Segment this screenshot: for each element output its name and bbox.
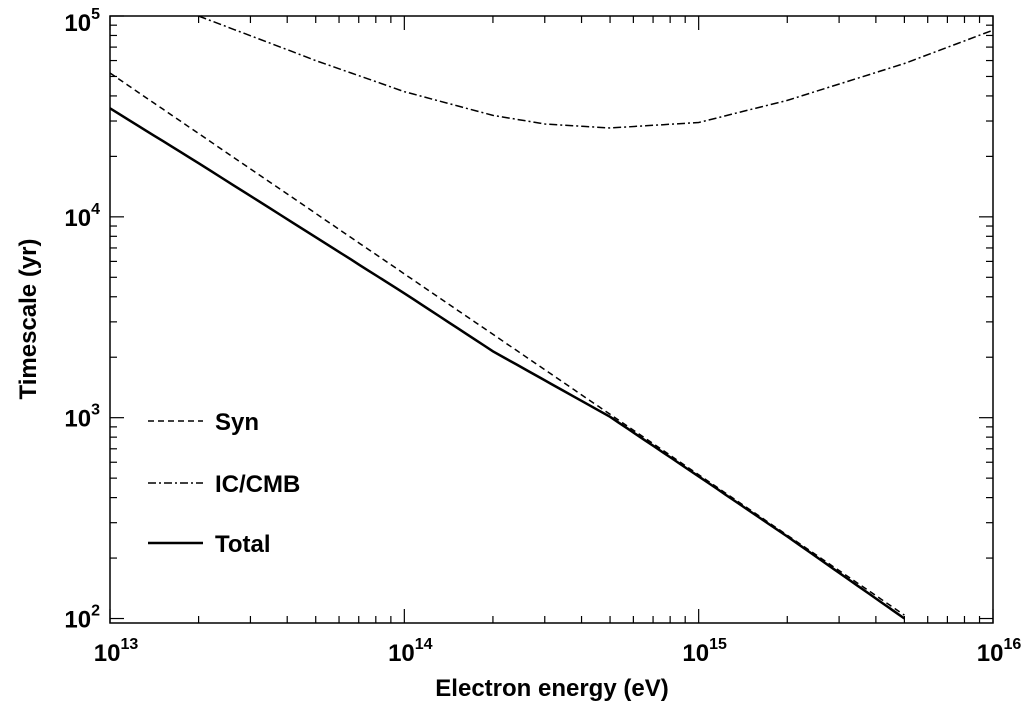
y-tick-label: 104 <box>64 201 100 232</box>
series-curves <box>110 16 993 620</box>
x-tick-label: 1016 <box>977 636 1022 667</box>
series-line-ic-cmb <box>198 16 993 129</box>
legend-label-syn: Syn <box>215 409 259 436</box>
y-tick-label: 105 <box>64 6 100 37</box>
legend-label-total: Total <box>215 531 271 558</box>
y-tick-label: 102 <box>64 603 100 634</box>
x-tick-label: 1013 <box>94 636 139 667</box>
plot-frame <box>109 15 994 624</box>
tick-labels: 1013 1014 1015 1016 102 103 104 105 <box>64 6 1021 667</box>
legend-label-ic-cmb: IC/CMB <box>215 471 300 498</box>
x-tick-label: 1014 <box>388 636 433 667</box>
legend: Syn IC/CMB Total <box>148 409 300 558</box>
x-axis-label: Electron energy (eV) <box>435 675 668 702</box>
axis-ticks <box>109 15 994 623</box>
y-tick-label: 103 <box>64 402 100 433</box>
y-axis-label: Timescale (yr) <box>15 239 42 400</box>
series-line-total <box>110 107 906 620</box>
x-tick-label: 1015 <box>682 636 727 667</box>
